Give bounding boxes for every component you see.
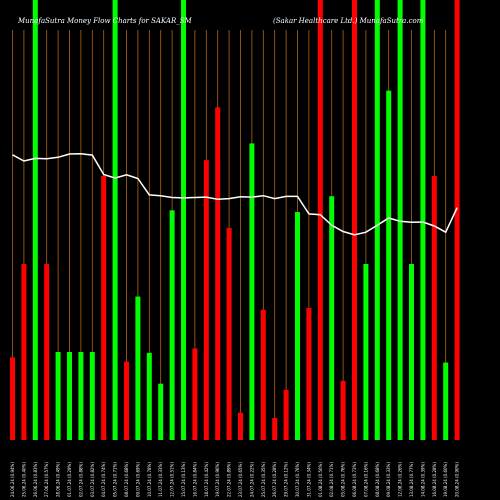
- flow-bar: [21, 264, 27, 440]
- flow-bar: [340, 381, 346, 440]
- x-tick-label: 05.08.24 (0.76%): [341, 462, 346, 497]
- chart-title: MunafaSutra Money Flow Charts for SAKAR_…: [17, 17, 193, 25]
- flow-bar: [215, 107, 221, 441]
- x-tick-label: 26.06.24 (0.83%): [33, 462, 38, 497]
- flow-bar: [32, 0, 38, 440]
- x-tick-label: 31.07.24 (0.34%): [306, 462, 311, 497]
- flow-bar: [363, 264, 369, 440]
- x-tick-label: 01.08.24 (0.50%): [318, 462, 323, 497]
- flow-bar: [295, 212, 300, 440]
- x-tick-label: 02.08.24 (0.71%): [329, 462, 334, 497]
- flow-bar: [317, 0, 323, 440]
- x-tick-label: 24.06.24 (0.94%): [10, 462, 15, 497]
- x-tick-label: 24.07.24 (0.22%): [249, 462, 254, 497]
- x-tick-label: 18.07.24 (0.42%): [204, 462, 209, 497]
- x-tick-label: 08.08.24 (0.68%): [375, 462, 380, 497]
- flow-bars: [10, 0, 460, 441]
- flow-bar: [272, 418, 278, 440]
- x-tick-label: 13.08.24 (0.77%): [409, 462, 414, 497]
- flow-bar: [238, 412, 243, 440]
- flow-bar: [443, 362, 449, 440]
- x-tick-label: 11.07.24 (0.33%): [158, 462, 163, 497]
- flow-bar: [124, 361, 129, 440]
- flow-bar: [169, 210, 175, 440]
- flow-bar: [101, 176, 107, 440]
- flow-bar: [431, 176, 437, 440]
- flow-bar: [409, 264, 414, 440]
- x-tick-label: 25.07.24 (0.35%): [261, 462, 266, 497]
- flow-bar: [352, 0, 357, 440]
- flow-bar: [306, 308, 312, 440]
- x-tick-label: 15.07.24 (0.13%): [181, 462, 186, 497]
- flow-bar: [146, 352, 152, 440]
- flow-bar: [78, 352, 84, 440]
- flow-bar: [226, 227, 232, 440]
- x-tick-label: 22.07.24 (0.89%): [227, 462, 232, 497]
- flow-bar: [67, 352, 72, 440]
- x-tick-label: 14.08.24 (0.39%): [420, 462, 425, 497]
- flow-bar: [386, 90, 392, 440]
- flow-bar: [55, 352, 61, 440]
- x-tick-label: 12.08.24 (0.26%): [398, 462, 403, 497]
- x-tick-label: 25.06.24 (0.40%): [21, 462, 26, 497]
- x-tick-label: 07.08.24 (0.16%): [363, 462, 368, 497]
- x-tick-label: 19.08.24 (0.60%): [443, 462, 448, 497]
- x-tick-label: 04.07.24 (0.74%): [101, 462, 106, 497]
- x-tick-label: 27.06.24 (0.57%): [44, 462, 49, 497]
- x-tick-label: 20.08.24 (0.90%): [455, 462, 460, 497]
- x-tick-label: 03.07.24 (0.82%): [90, 462, 95, 497]
- chart-subtitle: (Sakar Healthcare Ltd.) MunafaSutra.com: [273, 17, 424, 25]
- flow-bar: [329, 196, 335, 440]
- x-tick-label: 10.07.24 (0.78%): [147, 462, 152, 497]
- price-line: [12, 152, 458, 236]
- x-tick-label: 05.07.24 (0.71%): [113, 462, 118, 497]
- x-tick-label: 16.08.24 (0.28%): [432, 462, 437, 497]
- flow-bar: [44, 264, 50, 440]
- flow-bar: [249, 143, 255, 440]
- x-tick-label: 19.07.24 (0.96%): [215, 462, 220, 497]
- flow-bar: [454, 0, 460, 440]
- x-tick-label: 08.07.24 (0.68%): [124, 462, 129, 497]
- flow-bar: [135, 296, 141, 440]
- flow-bar: [260, 309, 266, 440]
- x-tick-label: 26.07.24 (0.28%): [272, 462, 277, 497]
- x-tick-label: 09.08.24 (0.33%): [386, 462, 391, 497]
- x-tick-label: 01.07.24 (0.29%): [67, 462, 72, 497]
- x-tick-label: 16.07.24 (0.84%): [192, 462, 197, 497]
- x-tick-label: 06.08.24 (0.73%): [352, 462, 357, 497]
- flow-bar: [89, 352, 95, 440]
- flow-bar: [10, 357, 15, 440]
- flow-bar: [181, 0, 186, 440]
- x-tick-label: 28.06.24 (0.49%): [56, 462, 61, 497]
- flow-bar: [158, 383, 164, 440]
- flow-bar: [112, 0, 118, 440]
- x-tick-label: 30.07.24 (0.76%): [295, 462, 300, 497]
- x-tick-label: 09.07.24 (0.69%): [135, 462, 140, 497]
- x-tick-label: 23.07.24 (0.65%): [238, 462, 243, 497]
- flow-bar: [397, 0, 403, 440]
- x-tick-label: 29.07.24 (0.12%): [284, 462, 289, 497]
- flow-bar: [192, 348, 198, 440]
- flow-bar: [420, 0, 426, 440]
- flow-bar: [203, 160, 209, 440]
- x-tick-label: 12.07.24 (0.51%): [170, 462, 175, 497]
- x-tick-labels: 20.08.24 (0.90%) 19.08.24 (0.60%) 16.08.24…: [10, 462, 460, 497]
- flow-bar: [374, 0, 380, 440]
- flow-bar: [283, 389, 289, 440]
- x-tick-label: 02.07.24 (0.88%): [78, 462, 83, 497]
